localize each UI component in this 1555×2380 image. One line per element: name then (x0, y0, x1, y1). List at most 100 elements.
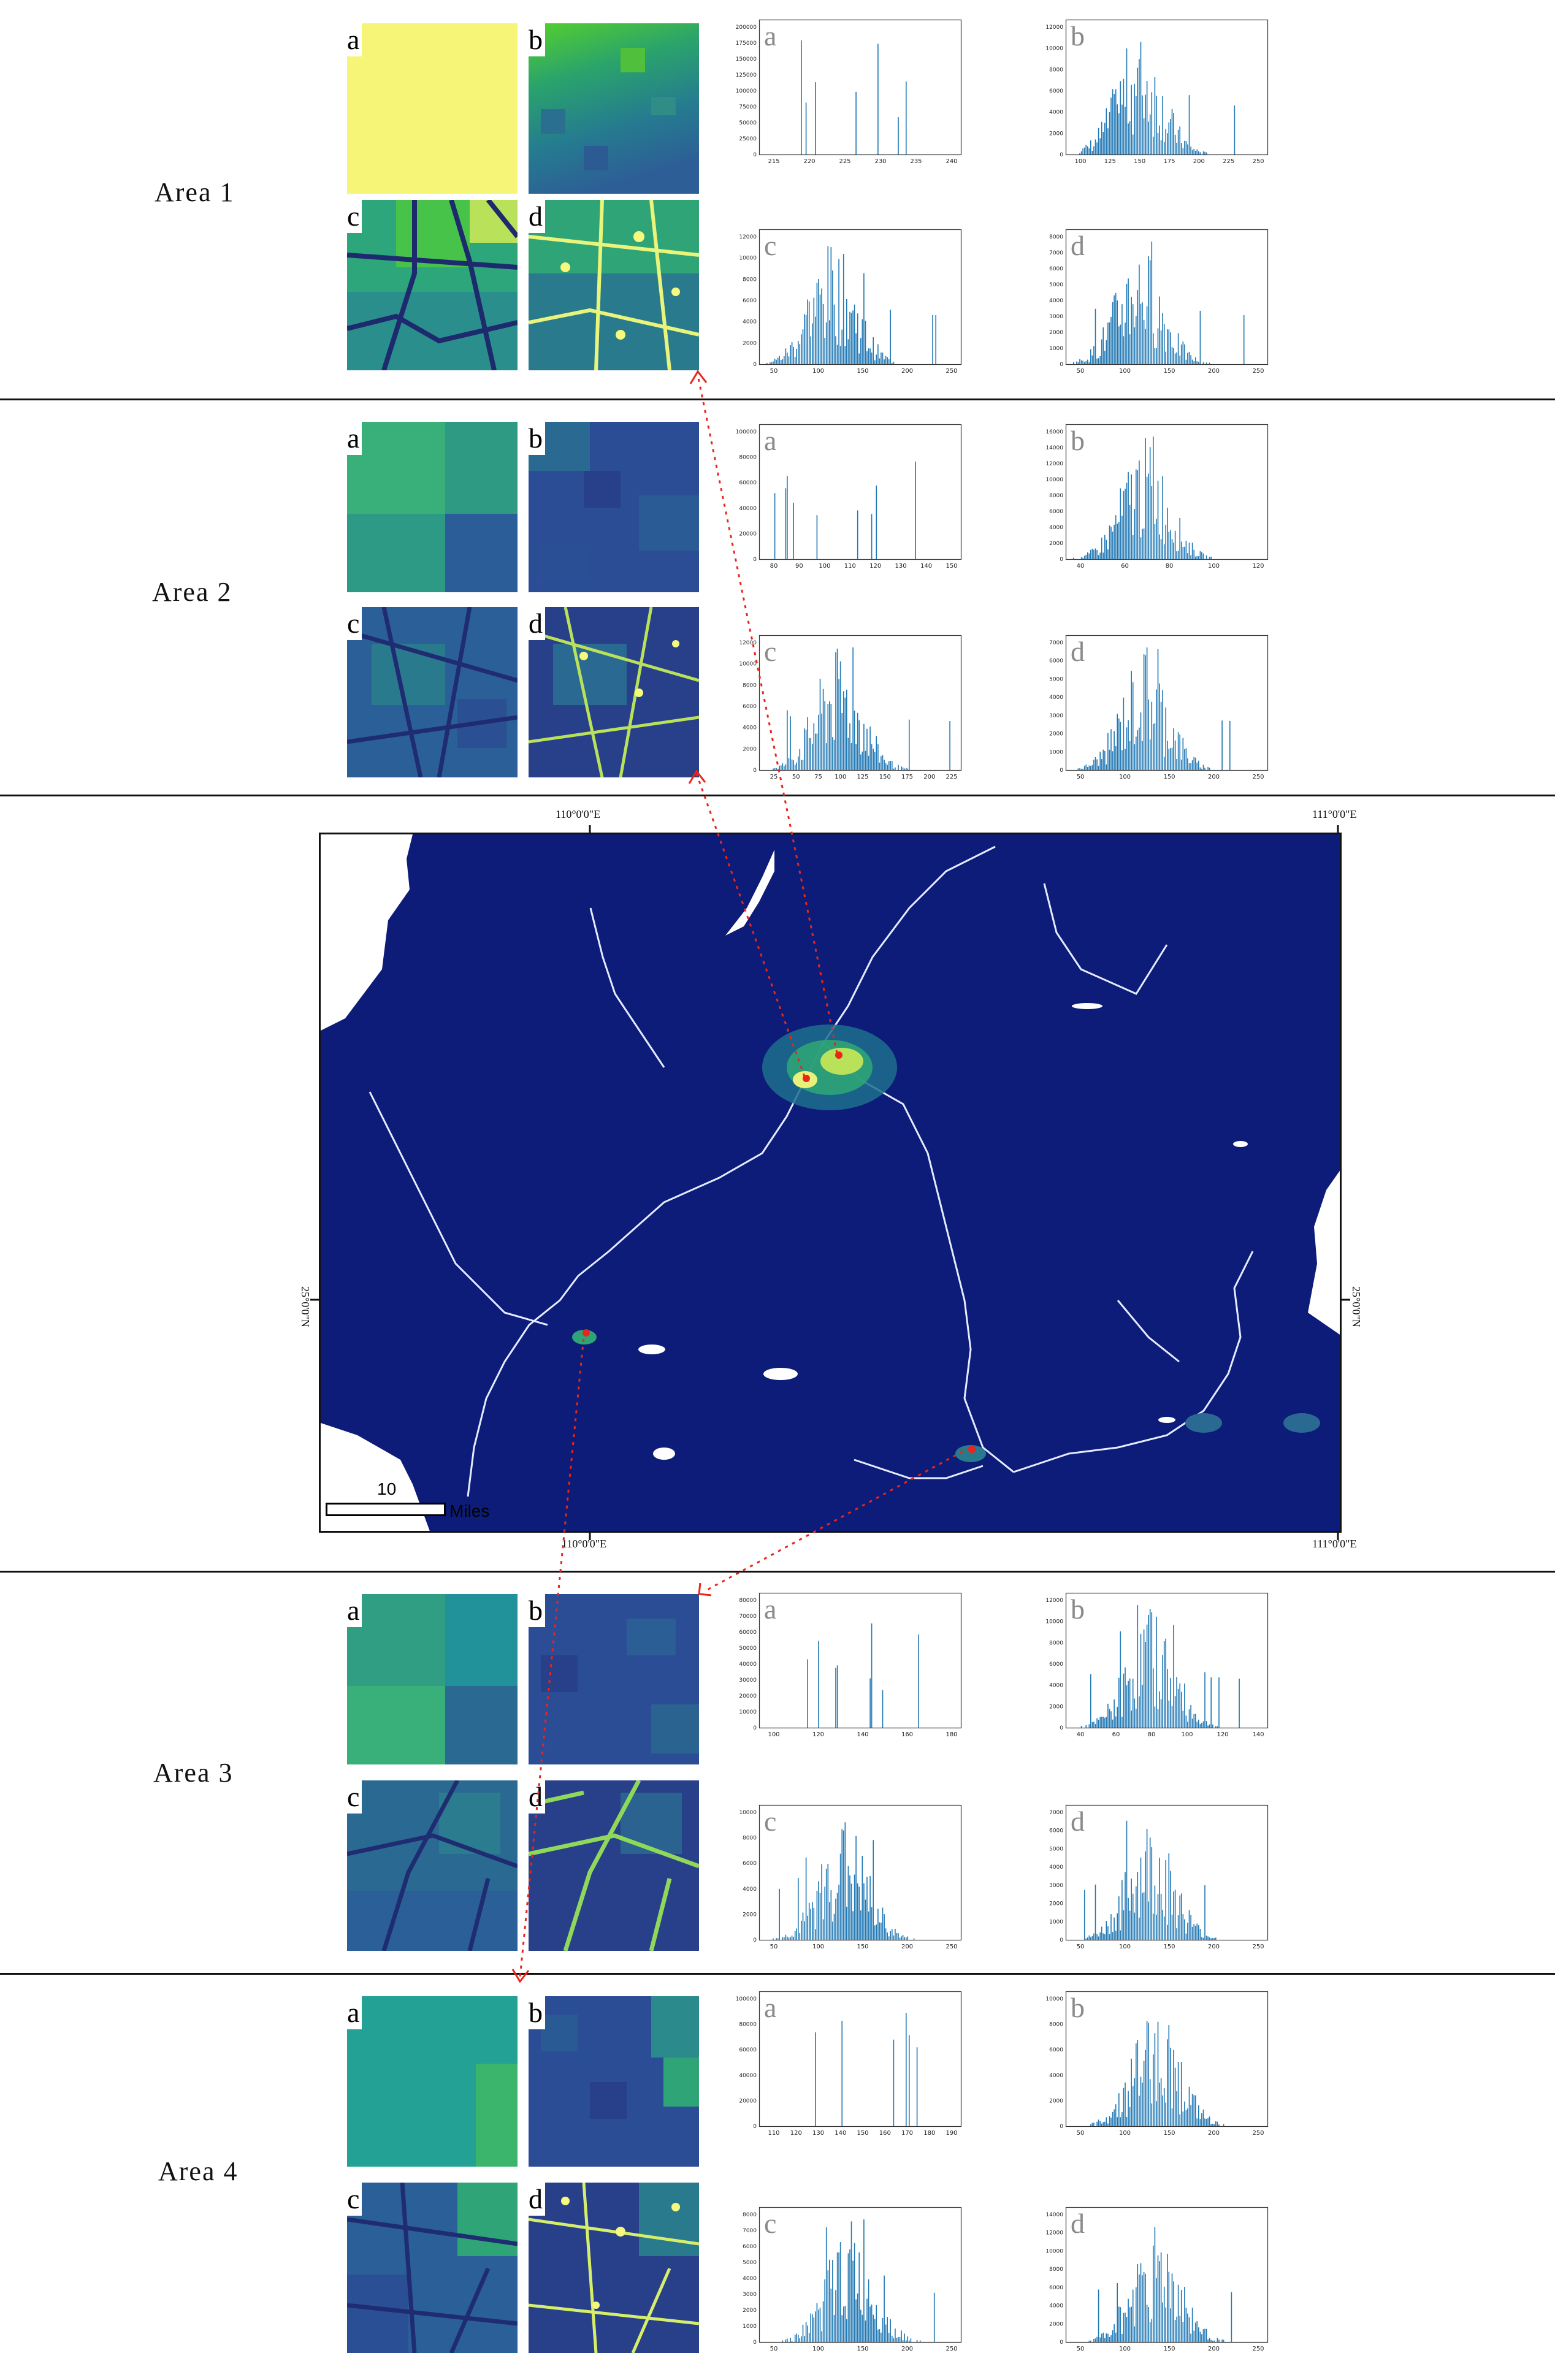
histogram-bar (882, 1907, 884, 1940)
histogram-bar (1194, 556, 1196, 559)
y-tick-label: 6000 (1049, 509, 1063, 515)
histogram-bar (1139, 2096, 1140, 2126)
histogram-bar (1117, 300, 1118, 364)
histogram-bar (808, 1902, 810, 1940)
histogram-bar (1143, 2272, 1145, 2342)
histogram-bar (1106, 108, 1107, 154)
histogram-bar (1202, 151, 1204, 154)
histogram-bar (813, 2317, 815, 2342)
y-tick-label: 1000 (1049, 1919, 1063, 1925)
histogram-bar (799, 1933, 801, 1940)
histogram-bar (1079, 768, 1080, 770)
y-tick-label: 8000 (1049, 1640, 1063, 1646)
x-tick-label: 100 (1208, 563, 1220, 570)
histogram-bar (1193, 2095, 1194, 2126)
histogram-bar (1156, 2101, 1157, 2126)
histogram-bar (807, 1915, 808, 1940)
histogram-bar (1106, 540, 1107, 559)
histogram-bar (892, 1929, 893, 1940)
histogram-bar (902, 1935, 904, 1940)
histogram-bar (830, 1890, 832, 1940)
histogram-bar (1165, 524, 1166, 559)
histogram-bar (1159, 2261, 1160, 2342)
histogram-bar (1201, 1937, 1202, 1940)
lon-top-left: 110°0'0"E (556, 808, 601, 820)
histogram-bar (1088, 2340, 1090, 2342)
histogram-bar (887, 357, 888, 364)
histogram-bar (1142, 302, 1143, 364)
y-tick-label: 1000 (1049, 346, 1063, 352)
histogram-bar (822, 2301, 824, 2342)
y-tick-label: 3000 (1049, 713, 1063, 719)
histogram-bar (1132, 2086, 1134, 2126)
y-tick-label: 2000 (1049, 731, 1063, 738)
y-tick-label: 4000 (1049, 110, 1063, 116)
histogram-bar (1101, 339, 1102, 364)
histogram-bar (791, 2341, 793, 2342)
x-tick-label: 90 (795, 563, 803, 570)
histogram-bar (890, 310, 891, 364)
histogram-bar (1184, 2101, 1185, 2126)
histogram-bar (1187, 144, 1188, 154)
y-tick-label: 4000 (743, 1886, 757, 1893)
x-tick-label: 250 (1252, 774, 1264, 780)
histogram-bar (1077, 362, 1079, 364)
histogram-bar (913, 1938, 915, 1940)
y-tick-label: 10000 (1045, 46, 1063, 52)
histogram-bar (1156, 519, 1157, 559)
scale-bar: 10 Miles (326, 1479, 522, 1522)
histogram-bar (1121, 1880, 1123, 1940)
histogram-bar (1136, 1886, 1137, 1940)
histogram-bar (1243, 315, 1245, 364)
histogram-bar (841, 329, 842, 364)
histogram-bar (1212, 2124, 1213, 2126)
histogram-bar (830, 2288, 832, 2342)
y-tick-label: 3000 (1049, 314, 1063, 320)
histogram-bar (1142, 741, 1143, 770)
y-tick-label: 10000 (1045, 477, 1063, 483)
histogram-bar (1199, 2332, 1201, 2342)
histogram-bar (899, 2337, 901, 2342)
histogram-bar (1110, 316, 1112, 364)
histogram-bar (1198, 151, 1199, 154)
plot-frame (758, 424, 962, 560)
histogram-bar (816, 515, 818, 559)
histogram-bar (1102, 1717, 1104, 1728)
histogram-letter: a (764, 20, 776, 51)
histogram-bar (819, 679, 821, 770)
histogram-bar (1173, 348, 1174, 364)
histogram-bar (1083, 147, 1085, 154)
histogram-bar (877, 744, 879, 770)
histogram-bar (1168, 1853, 1170, 1940)
y-tick-label: 7000 (1049, 1810, 1063, 1816)
y-tick-label: 0 (1060, 557, 1063, 563)
histogram-bar (777, 769, 779, 770)
plot-frame (758, 19, 962, 156)
histogram-bar (1102, 132, 1104, 154)
histogram-bar (1159, 296, 1160, 364)
histogram-bar (874, 2319, 876, 2342)
histogram-bar (807, 2325, 808, 2342)
histogram-bar (868, 1911, 869, 1940)
histogram-bar (1114, 524, 1115, 559)
y-tick-label: 2000 (1049, 2321, 1063, 2327)
histogram-bar (1221, 720, 1223, 770)
histogram-bar (1107, 733, 1109, 770)
histogram-bar (1145, 94, 1146, 154)
histogram-bar (1145, 438, 1146, 559)
histogram-bar (1191, 150, 1193, 154)
histogram-bar (1193, 148, 1194, 154)
histogram-bar (862, 1856, 863, 1940)
histogram-bar (1107, 322, 1109, 364)
histogram-bar (1145, 329, 1146, 364)
histogram-bar (788, 758, 790, 770)
histogram-bar (1110, 729, 1112, 770)
histogram-bar (1196, 762, 1198, 770)
x-tick-label: 50 (1077, 2130, 1085, 2137)
histogram-bar (1204, 768, 1205, 770)
tile-letter: a (347, 1996, 362, 2029)
histogram-bar (1170, 2048, 1171, 2126)
histogram-bar (1106, 1921, 1107, 1940)
histogram-bar (1126, 2317, 1128, 2342)
histogram-bar (1142, 2082, 1143, 2126)
